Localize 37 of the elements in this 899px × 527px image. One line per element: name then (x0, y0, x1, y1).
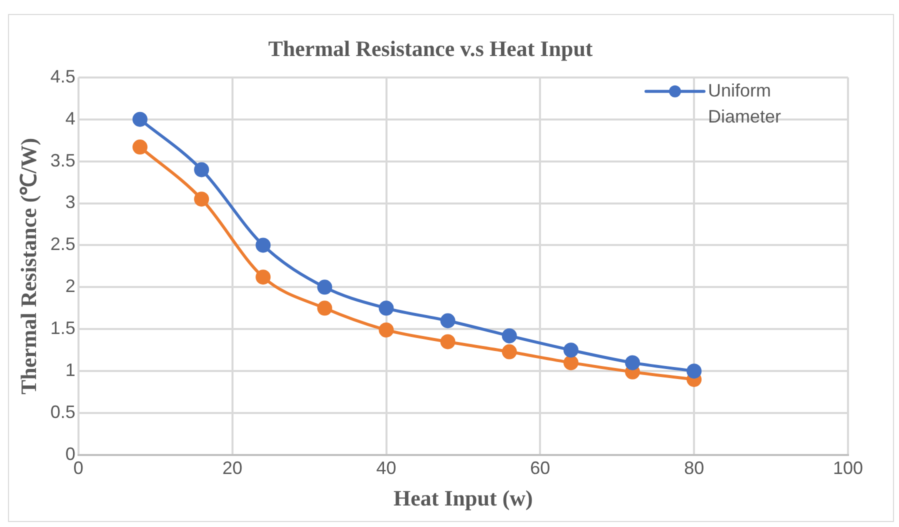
y-tick-label: 4.5 (50, 66, 76, 86)
y-tick-label: 1 (65, 360, 76, 380)
point (317, 300, 332, 316)
y-tick-label: 2 (65, 276, 76, 296)
point (563, 342, 578, 358)
point (194, 162, 210, 178)
point (563, 355, 578, 370)
x-axis-title: Heat Input (w) (394, 485, 533, 510)
x-tick-label: 20 (222, 458, 242, 478)
point (194, 192, 210, 207)
y-tick-label: 3 (65, 192, 76, 212)
x-tick-label: 60 (530, 458, 550, 478)
y-tick-label: 3.5 (50, 150, 76, 170)
point (440, 313, 456, 328)
point (378, 300, 394, 316)
y-tick-label: 1.5 (50, 318, 76, 338)
x-tick-label: 100 (832, 458, 864, 478)
y-tick-label: 4 (65, 108, 76, 128)
legend-label: Uniform Diameter (708, 80, 782, 126)
x-tick-label: 40 (376, 458, 396, 478)
chart-title: Thermal Resistance v.s Heat Input (268, 36, 594, 61)
point (378, 322, 394, 338)
point (440, 334, 456, 350)
point (502, 344, 517, 360)
y-tick-label: 2.5 (50, 234, 76, 254)
y-axis-title: Thermal Resistance (℃/W) (16, 138, 41, 395)
point (132, 112, 148, 127)
y-tick-label: 0 (65, 444, 76, 464)
point (686, 364, 702, 379)
point (256, 238, 271, 253)
point (256, 270, 271, 285)
x-tick-label: 80 (684, 458, 704, 478)
y-tick-label: 0.5 (50, 402, 76, 422)
point (132, 140, 148, 155)
point (625, 355, 640, 370)
point (502, 328, 517, 344)
point (317, 280, 332, 295)
